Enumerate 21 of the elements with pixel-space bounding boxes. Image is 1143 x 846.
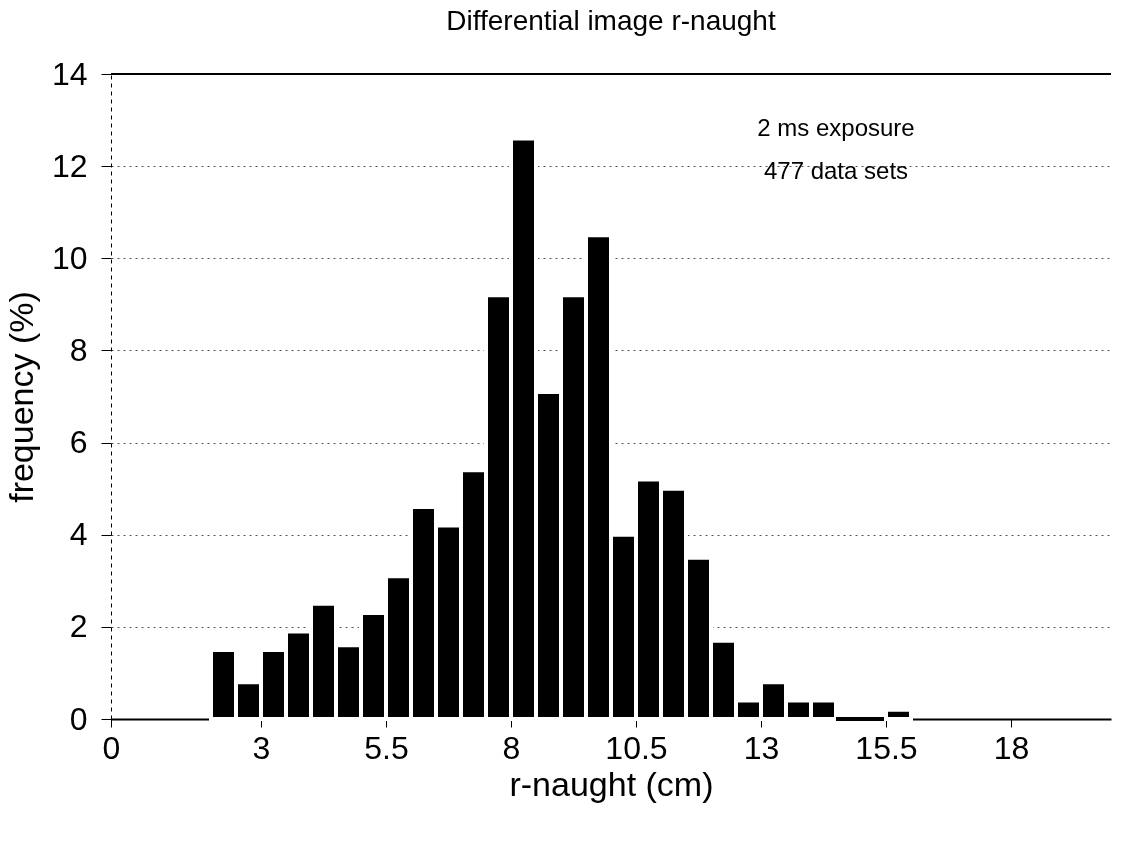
y-tick-label: 8 (69, 331, 88, 368)
x-tick-label: 13 (743, 729, 780, 766)
x-axis-title: r-naught (cm) (509, 764, 714, 803)
x-tick-label: 10.5 (605, 729, 668, 766)
chart-title: Differential image r-naught (446, 5, 776, 36)
x-tick-label: 5.5 (364, 729, 409, 766)
annotation: 2 ms exposure (757, 114, 915, 141)
y-tick-label: 6 (69, 424, 88, 461)
x-tick-label: 8 (502, 729, 521, 766)
x-tick-label: 0 (102, 729, 121, 766)
y-tick-label: 4 (69, 516, 88, 553)
y-axis-title: frequency (%) (1, 291, 40, 503)
y-tick-label: 14 (51, 55, 88, 92)
y-tick-label: 10 (51, 239, 88, 276)
x-tick-label: 15.5 (855, 729, 918, 766)
y-tick-label: 2 (69, 608, 88, 645)
y-tick-label: 12 (51, 147, 88, 184)
y-tick-label: 0 (69, 700, 88, 737)
x-tick-label: 18 (993, 729, 1030, 766)
annotation: 477 data sets (763, 157, 909, 184)
x-tick-label: 3 (252, 729, 271, 766)
